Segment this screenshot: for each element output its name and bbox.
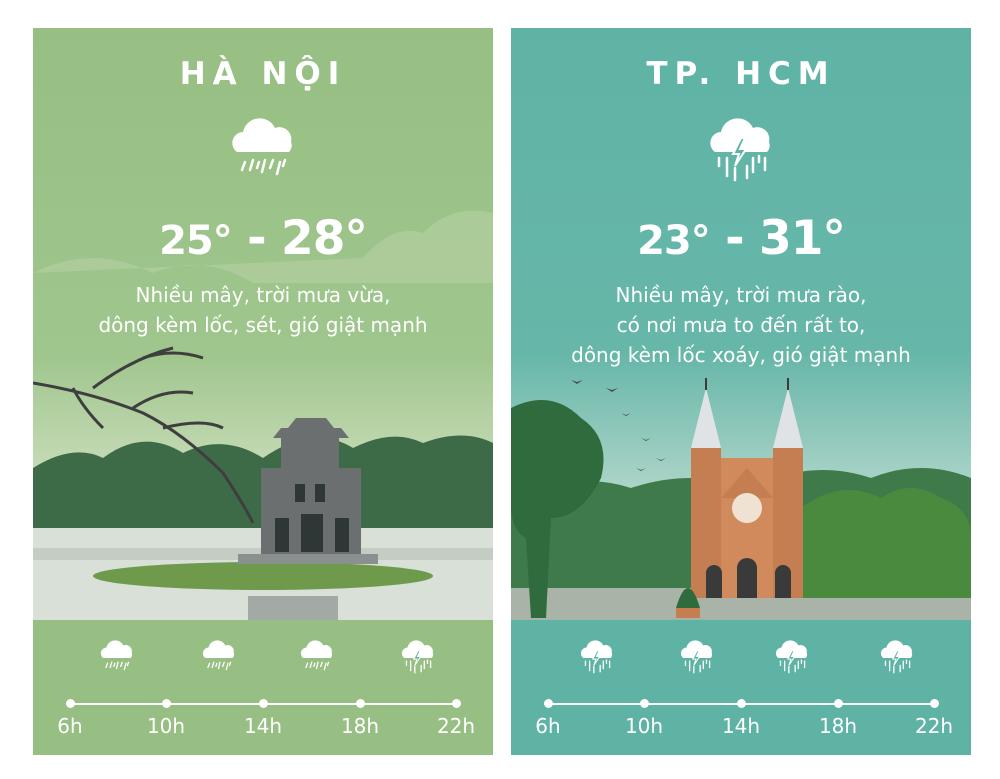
birds xyxy=(571,380,666,471)
temp-separator: - xyxy=(247,211,266,266)
hourly-timeline: 6h 10h 14h 18h 22h xyxy=(511,620,971,755)
hcm-panel: TP. HCM 23° - 31° Nhiều mây, trời mưa rà… xyxy=(511,28,971,755)
cloud-storm-icon xyxy=(771,636,813,678)
cloud-rain-icon xyxy=(198,636,240,678)
cloud-storm-icon xyxy=(876,636,918,678)
time-label: 10h xyxy=(146,714,186,738)
timeline-dot xyxy=(929,699,939,708)
time-label: 6h xyxy=(57,714,83,738)
time-label: 6h xyxy=(535,714,561,738)
cathedral xyxy=(691,378,803,598)
time-label: 18h xyxy=(340,714,380,738)
timeline-dot xyxy=(65,699,75,708)
cloud-rain-icon xyxy=(96,636,138,678)
timeline-dot xyxy=(639,699,649,708)
timeline-dot xyxy=(833,699,843,708)
time-label: 10h xyxy=(624,714,664,738)
description-line: dông kèm lốc, sét, gió giật mạnh xyxy=(98,313,428,337)
description-line: dông kèm lốc xoáy, gió giật mạnh xyxy=(571,343,911,367)
description-line: Nhiều mây, trời mưa vừa, xyxy=(135,283,391,307)
timeline-dot xyxy=(451,699,461,708)
hourly-timeline: 6h 10h 14h 18h 22h xyxy=(33,620,493,755)
cloud-storm-icon xyxy=(676,636,718,678)
temp-high: 31° xyxy=(759,211,846,266)
temp-separator: - xyxy=(725,211,744,266)
city-name: TP. HCM xyxy=(646,56,836,92)
timeline-dot xyxy=(258,699,268,708)
timeline-dot xyxy=(161,699,171,708)
cloud-storm-icon xyxy=(397,636,439,678)
turtle-tower xyxy=(238,418,378,564)
temp-high: 28° xyxy=(281,211,368,266)
time-label: 18h xyxy=(818,714,858,738)
hoan-kiem-lake-illustration xyxy=(33,210,493,623)
city-name: HÀ NỘI xyxy=(179,56,347,92)
time-label: 22h xyxy=(914,714,954,738)
cloud-storm-icon xyxy=(701,110,781,190)
temp-low: 25° xyxy=(159,218,233,264)
timeline-dot xyxy=(355,699,365,708)
temperature-range: 23° - 31° xyxy=(511,211,971,266)
weather-description: Nhiều mây, trời mưa rào, có nơi mưa to đ… xyxy=(511,280,971,370)
notre-dame-cathedral-illustration xyxy=(511,378,971,623)
tree-branch xyxy=(33,346,255,524)
description-line: có nơi mưa to đến rất to, xyxy=(616,313,866,337)
time-label: 14h xyxy=(243,714,283,738)
cloud-rain-icon xyxy=(296,636,338,678)
timeline-dot xyxy=(736,699,746,708)
time-label: 22h xyxy=(436,714,476,738)
temperature-range: 25° - 28° xyxy=(33,211,493,266)
time-label: 14h xyxy=(721,714,761,738)
temp-low: 23° xyxy=(637,218,711,264)
timeline-dot xyxy=(543,699,553,708)
cloud-rain-icon xyxy=(223,110,303,190)
weather-description: Nhiều mây, trời mưa vừa, dông kèm lốc, s… xyxy=(33,280,493,340)
description-line: Nhiều mây, trời mưa rào, xyxy=(615,283,867,307)
cloud-storm-icon xyxy=(576,636,618,678)
hanoi-panel: HÀ NỘI 25° - 28° Nhiều mây, trời mưa vừa… xyxy=(33,28,493,755)
